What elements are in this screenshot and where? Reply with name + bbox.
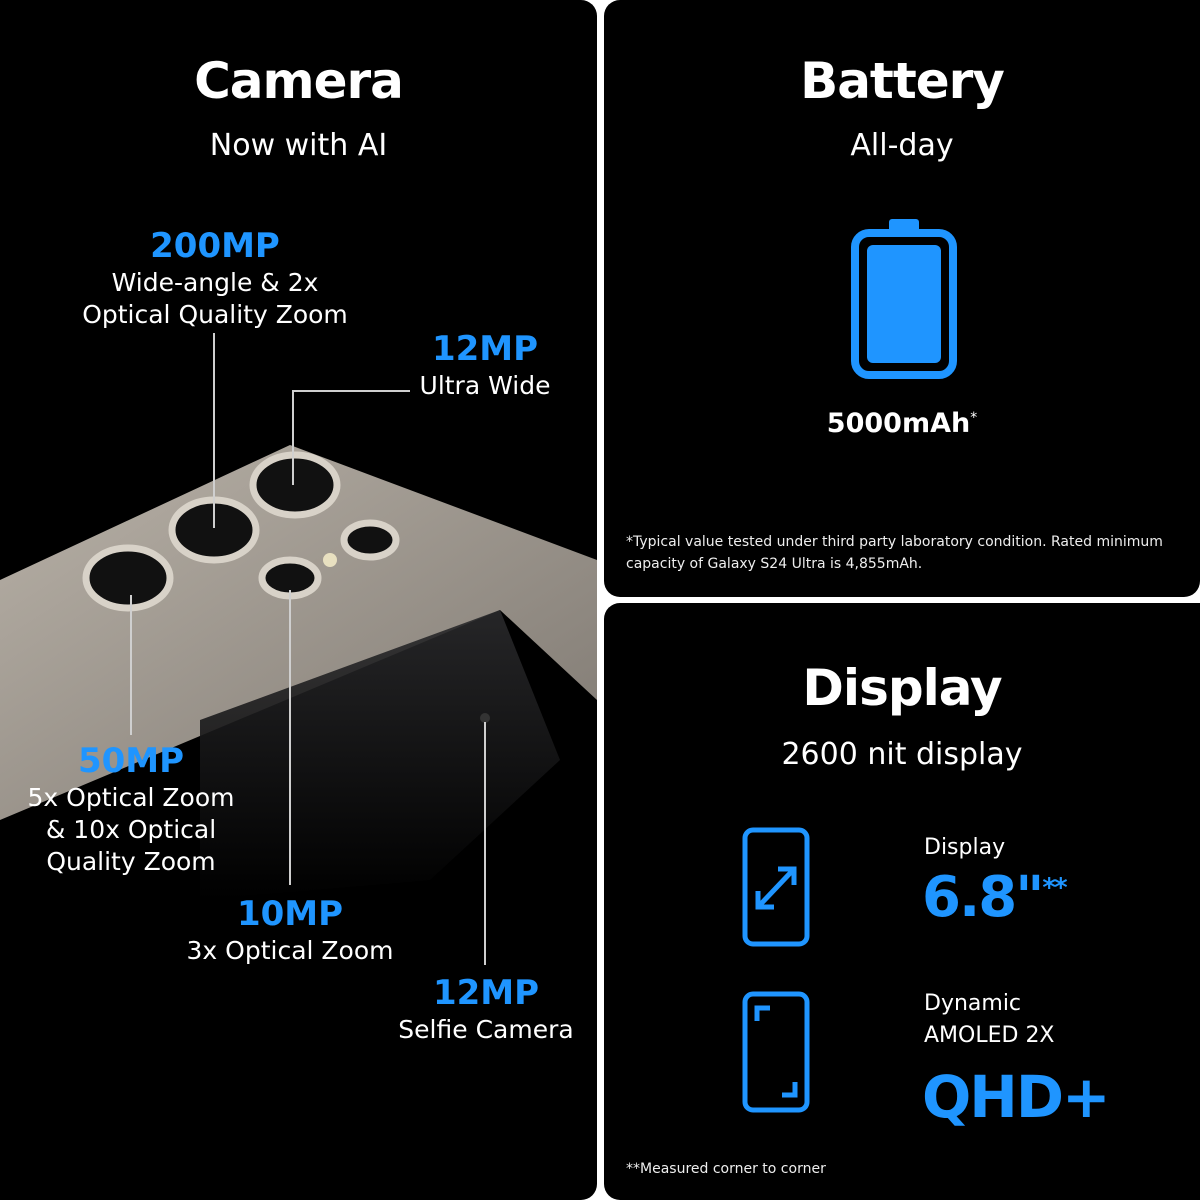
- spec-value: 10MP: [236, 894, 344, 934]
- spec-label: Optical Quality Zoom: [82, 300, 348, 329]
- spec-10mp: 10MP 3x Optical Zoom: [150, 893, 430, 967]
- spec-200mp: 200MP Wide-angle & 2x Optical Quality Zo…: [60, 225, 370, 331]
- footnote-line: capacity of Galaxy S24 Ultra is 4,855mAh…: [626, 556, 923, 572]
- display-size-value: 6.8"**: [922, 865, 1068, 930]
- spec-label: Selfie Camera: [398, 1015, 574, 1044]
- size-value: 6.8": [922, 865, 1044, 930]
- battery-capacity: 5000mAh*: [604, 408, 1200, 439]
- capacity-value: 5000mAh: [826, 408, 971, 439]
- spec-value: 200MP: [150, 226, 280, 266]
- battery-title: Battery: [800, 52, 1005, 110]
- callout-line: [292, 390, 410, 392]
- spec-value: 50MP: [77, 741, 185, 781]
- spec-label: 5x Optical Zoom: [27, 783, 235, 812]
- spec-label: & 10x Optical: [45, 815, 217, 844]
- battery-subtitle: All-day: [850, 128, 954, 163]
- display-panel: Display 2600 nit display Display 6.8"** …: [604, 603, 1200, 1200]
- footnote-mark: **: [1042, 873, 1067, 903]
- camera-subtitle: Now with AI: [209, 128, 388, 163]
- footnote-line: *Typical value tested under third party …: [626, 534, 1163, 550]
- spec-12mp-ultrawide: 12MP Ultra Wide: [400, 328, 570, 402]
- type-label: Dynamic: [924, 991, 1022, 1016]
- battery-footnote: *Typical value tested under third party …: [626, 531, 1196, 575]
- display-size-label: Display: [924, 835, 1006, 860]
- callout-line: [289, 590, 291, 885]
- screen-size-icon: [742, 827, 810, 947]
- display-subtitle: 2600 nit display: [781, 737, 1023, 772]
- spec-label: Ultra Wide: [419, 371, 551, 400]
- amoled-screen-icon: [742, 991, 810, 1113]
- footnote-mark: *: [970, 410, 978, 426]
- callout-line: [130, 595, 132, 735]
- battery-icon: [851, 219, 957, 379]
- display-type-label: Dynamic AMOLED 2X: [924, 988, 1055, 1052]
- callout-line: [292, 390, 294, 485]
- spec-50mp: 50MP 5x Optical Zoom & 10x Optical Quali…: [0, 740, 262, 878]
- spec-label: Quality Zoom: [46, 847, 216, 876]
- display-footnote: **Measured corner to corner: [626, 1161, 826, 1177]
- spec-value: 12MP: [431, 329, 539, 369]
- callout-line: [213, 333, 215, 528]
- spec-label: Wide-angle & 2x: [111, 268, 319, 297]
- callout-line: [484, 722, 486, 965]
- camera-panel: Camera Now with AI 200MP Wide-angle & 2x…: [0, 0, 597, 1200]
- display-title: Display: [802, 659, 1002, 717]
- type-label: AMOLED 2X: [924, 1023, 1055, 1048]
- display-resolution-value: QHD+: [922, 1063, 1111, 1131]
- spec-label: 3x Optical Zoom: [186, 936, 394, 965]
- spec-value: 12MP: [432, 973, 540, 1013]
- camera-title: Camera: [194, 52, 404, 110]
- battery-panel: Battery All-day 5000mAh* *Typical value …: [604, 0, 1200, 597]
- spec-12mp-selfie: 12MP Selfie Camera: [375, 972, 597, 1046]
